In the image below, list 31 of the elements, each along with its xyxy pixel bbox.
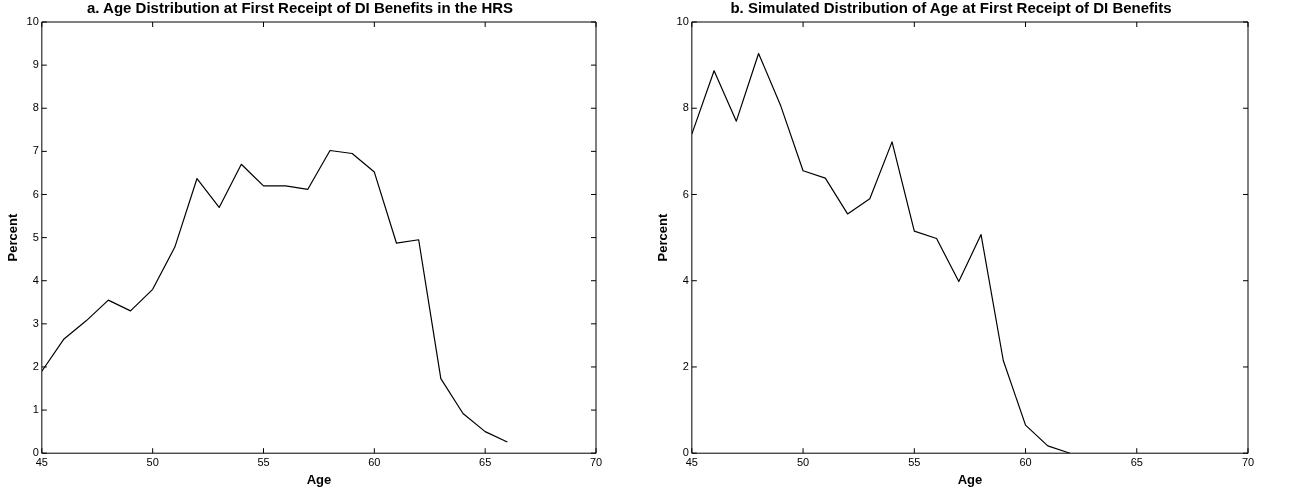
y-tick-label: 10 bbox=[26, 15, 39, 28]
y-tick-label: 3 bbox=[32, 316, 39, 329]
y-axis-title: Percent bbox=[655, 213, 671, 262]
x-tick-label: 55 bbox=[908, 455, 921, 468]
y-tick-label: 6 bbox=[32, 187, 39, 200]
y-axis-title: Percent bbox=[5, 213, 21, 262]
x-tick-label: 50 bbox=[796, 455, 810, 468]
y-tick-label: 4 bbox=[32, 273, 39, 286]
y-tick-label: 9 bbox=[32, 58, 39, 71]
y-tick-label: 2 bbox=[32, 359, 39, 372]
y-tick-label: 1 bbox=[32, 403, 39, 416]
x-tick-label: 55 bbox=[257, 455, 270, 468]
chart-title: b. Simulated Distribution of Age at First Receipt of DI Benefits bbox=[730, 0, 1172, 17]
x-axis-title: Age bbox=[306, 471, 332, 487]
chart-title: a. Age Distribution at First Receipt of DI Benefits in the HRS bbox=[86, 0, 514, 17]
x-tick-label: 70 bbox=[1241, 455, 1255, 468]
x-tick-label: 60 bbox=[368, 455, 381, 468]
y-tick-label: 8 bbox=[32, 101, 39, 114]
y-tick-label: 2 bbox=[682, 359, 689, 372]
y-tick-label: 8 bbox=[682, 101, 689, 114]
y-tick-label: 5 bbox=[32, 230, 39, 243]
x-axis-title: Age bbox=[957, 471, 983, 487]
y-tick-label: 4 bbox=[682, 273, 689, 286]
y-tick-label: 6 bbox=[682, 187, 689, 200]
y-tick-label: 10 bbox=[676, 15, 689, 28]
x-tick-label: 65 bbox=[479, 455, 492, 468]
y-tick-label: 7 bbox=[32, 144, 39, 157]
x-tick-label: 70 bbox=[589, 455, 603, 468]
x-tick-label: 60 bbox=[1019, 455, 1032, 468]
x-tick-label: 65 bbox=[1130, 455, 1143, 468]
x-tick-label: 50 bbox=[146, 455, 159, 468]
